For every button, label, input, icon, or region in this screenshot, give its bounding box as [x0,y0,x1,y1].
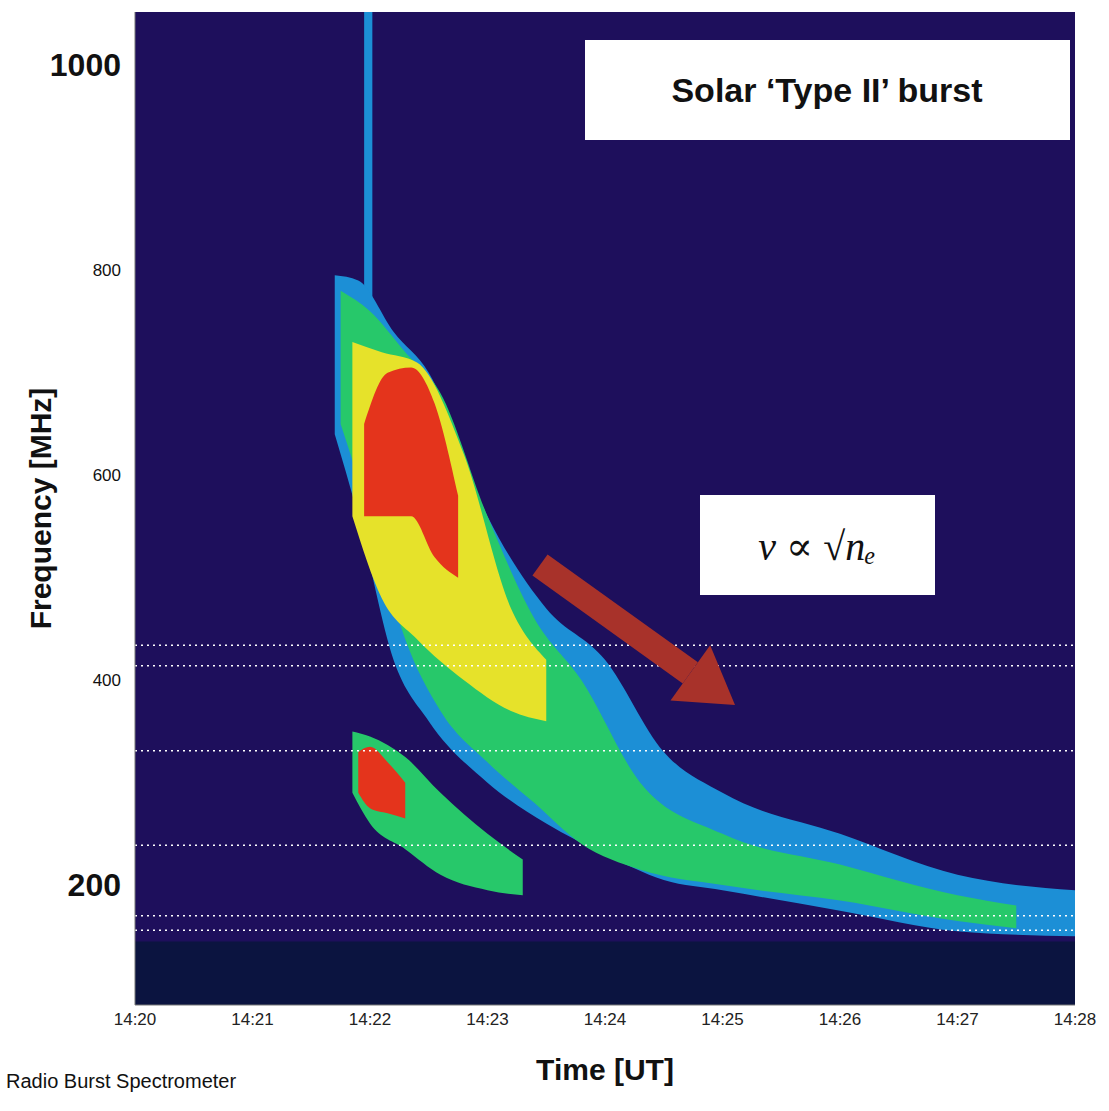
svg-text:600: 600 [93,466,121,485]
svg-text:14:28: 14:28 [1054,1010,1097,1029]
svg-text:200: 200 [68,867,121,903]
svg-text:Radio Burst Spectrometer: Radio Burst Spectrometer [6,1070,236,1092]
svg-text:14:23: 14:23 [466,1010,509,1029]
svg-text:Frequency [MHz]: Frequency [MHz] [24,388,57,630]
svg-text:Solar ‘Type II’ burst: Solar ‘Type II’ burst [671,71,982,109]
svg-text:Time [UT]: Time [UT] [536,1053,674,1086]
svg-text:14:26: 14:26 [819,1010,862,1029]
svg-text:400: 400 [93,671,121,690]
svg-text:14:22: 14:22 [349,1010,392,1029]
svg-text:14:20: 14:20 [114,1010,157,1029]
svg-text:14:25: 14:25 [701,1010,744,1029]
svg-text:14:27: 14:27 [936,1010,979,1029]
svg-text:800: 800 [93,261,121,280]
svg-text:14:24: 14:24 [584,1010,627,1029]
svg-text:1000: 1000 [50,47,121,83]
svg-text:14:21: 14:21 [231,1010,274,1029]
svg-text:ν ∝ √nₑ: ν ∝ √nₑ [758,524,875,569]
